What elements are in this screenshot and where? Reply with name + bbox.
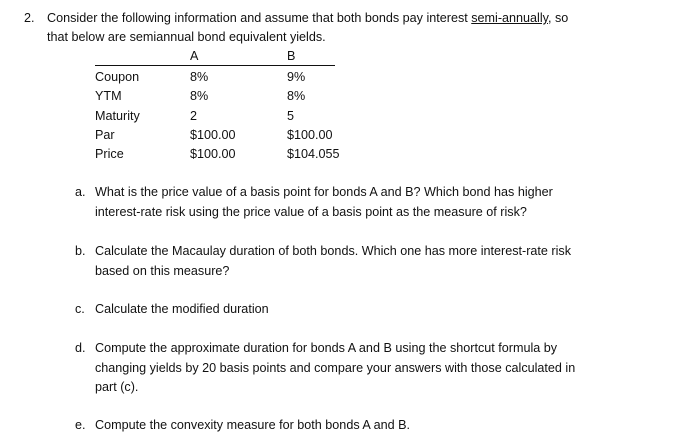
table-cell-label: Par [95, 128, 115, 142]
part-marker: a. [75, 185, 86, 199]
part-text: changing yields by 20 basis points and c… [95, 360, 576, 375]
table-cell-b: $100.00 [287, 128, 333, 142]
column-header-b: B [287, 49, 296, 63]
table-cell-a: 8% [190, 70, 209, 84]
table-cell-label: Price [95, 147, 124, 161]
part-text: part (c). [95, 380, 139, 394]
part-text: Calculate the Macaulay duration of both … [95, 244, 572, 258]
header-rule [95, 65, 335, 66]
table-cell-label: Coupon [95, 70, 140, 84]
table-cell-a: $100.00 [190, 147, 236, 161]
table-cell-b: 9% [287, 70, 306, 84]
part-marker: e. [75, 418, 86, 432]
question-text-end: , so [548, 11, 569, 25]
question-number: 2. [24, 11, 35, 25]
column-header-a: A [190, 49, 199, 63]
part-text: interest-rate risk using the price value… [95, 204, 527, 219]
part-marker: d. [75, 341, 86, 355]
question-text: Consider the following information and a… [47, 11, 472, 25]
table-cell-label: YTM [95, 89, 122, 103]
part-text: Compute the approximate duration for bon… [95, 341, 558, 355]
question-line-1: Consider the following information and a… [47, 11, 568, 26]
part-text: Calculate the modified duration [95, 302, 269, 316]
table-cell-a: $100.00 [190, 128, 236, 142]
part-text: based on this measure? [95, 263, 230, 278]
table-cell-a: 2 [190, 109, 198, 123]
part-marker: b. [75, 244, 86, 258]
question-line-2: that below are semiannual bond equivalen… [47, 30, 326, 44]
table-cell-b: 8% [287, 89, 306, 103]
part-marker: c. [75, 302, 85, 316]
part-text: Compute the convexity measure for both b… [95, 418, 411, 432]
table-cell-b: 5 [287, 109, 295, 123]
part-text: What is the price value of a basis point… [95, 185, 553, 199]
underlined-term: semi-annually [471, 11, 549, 25]
table-cell-label: Maturity [95, 109, 140, 123]
table-cell-a: 8% [190, 89, 209, 103]
table-cell-b: $104.055 [287, 147, 340, 161]
